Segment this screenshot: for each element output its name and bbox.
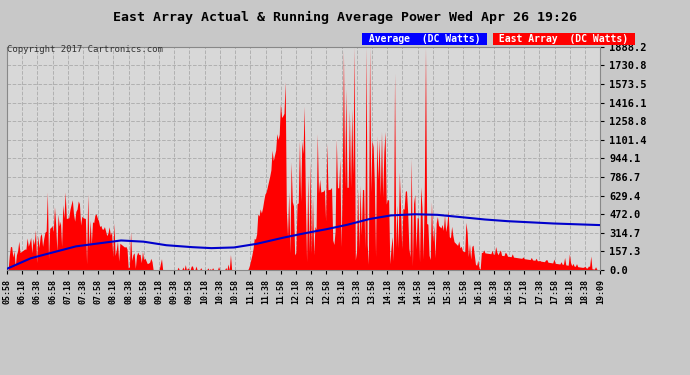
Text: Average  (DC Watts): Average (DC Watts): [363, 33, 486, 44]
Text: Copyright 2017 Cartronics.com: Copyright 2017 Cartronics.com: [7, 45, 163, 54]
Text: East Array Actual & Running Average Power Wed Apr 26 19:26: East Array Actual & Running Average Powe…: [113, 11, 577, 24]
Text: East Array  (DC Watts): East Array (DC Watts): [493, 33, 635, 44]
